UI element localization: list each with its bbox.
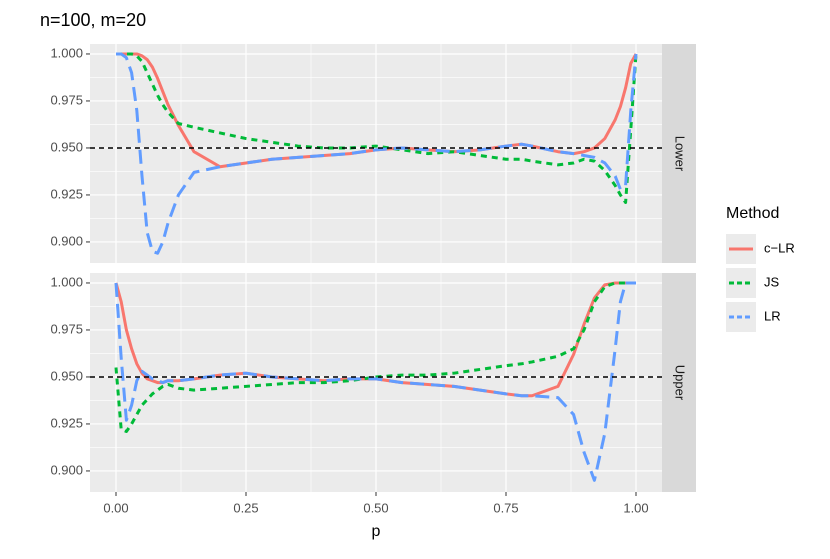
- legend-label: c−LR: [764, 240, 795, 255]
- y-tick-label: 0.975: [50, 321, 83, 336]
- x-tick-label: 0.00: [103, 500, 128, 515]
- legend-label: LR: [764, 308, 781, 323]
- facet-strip: [662, 273, 696, 492]
- x-tick-label: 0.50: [363, 500, 388, 515]
- chart-title: n=100, m=20: [40, 10, 146, 30]
- legend-label: JS: [764, 274, 780, 289]
- y-tick-label: 1.000: [50, 45, 83, 60]
- facet-strip: [662, 44, 696, 263]
- y-tick-label: 0.925: [50, 186, 83, 201]
- y-tick-label: 1.000: [50, 274, 83, 289]
- data-line: [116, 52, 638, 255]
- y-tick-label: 0.925: [50, 415, 83, 430]
- x-tick-label: 0.75: [493, 500, 518, 515]
- y-tick-label: 0.900: [50, 462, 83, 477]
- data-line: [114, 281, 636, 482]
- data-line: [116, 52, 638, 204]
- legend-title: Method: [726, 205, 779, 222]
- x-tick-label: 1.00: [623, 500, 648, 515]
- y-tick-label: 0.950: [50, 139, 83, 154]
- y-tick-label: 0.900: [50, 233, 83, 248]
- facet-label: Upper: [673, 365, 688, 401]
- x-axis-label: p: [372, 523, 381, 540]
- x-tick-label: 0.25: [233, 500, 258, 515]
- y-tick-label: 0.975: [50, 92, 83, 107]
- y-tick-label: 0.950: [50, 368, 83, 383]
- facet-label: Lower: [673, 136, 688, 172]
